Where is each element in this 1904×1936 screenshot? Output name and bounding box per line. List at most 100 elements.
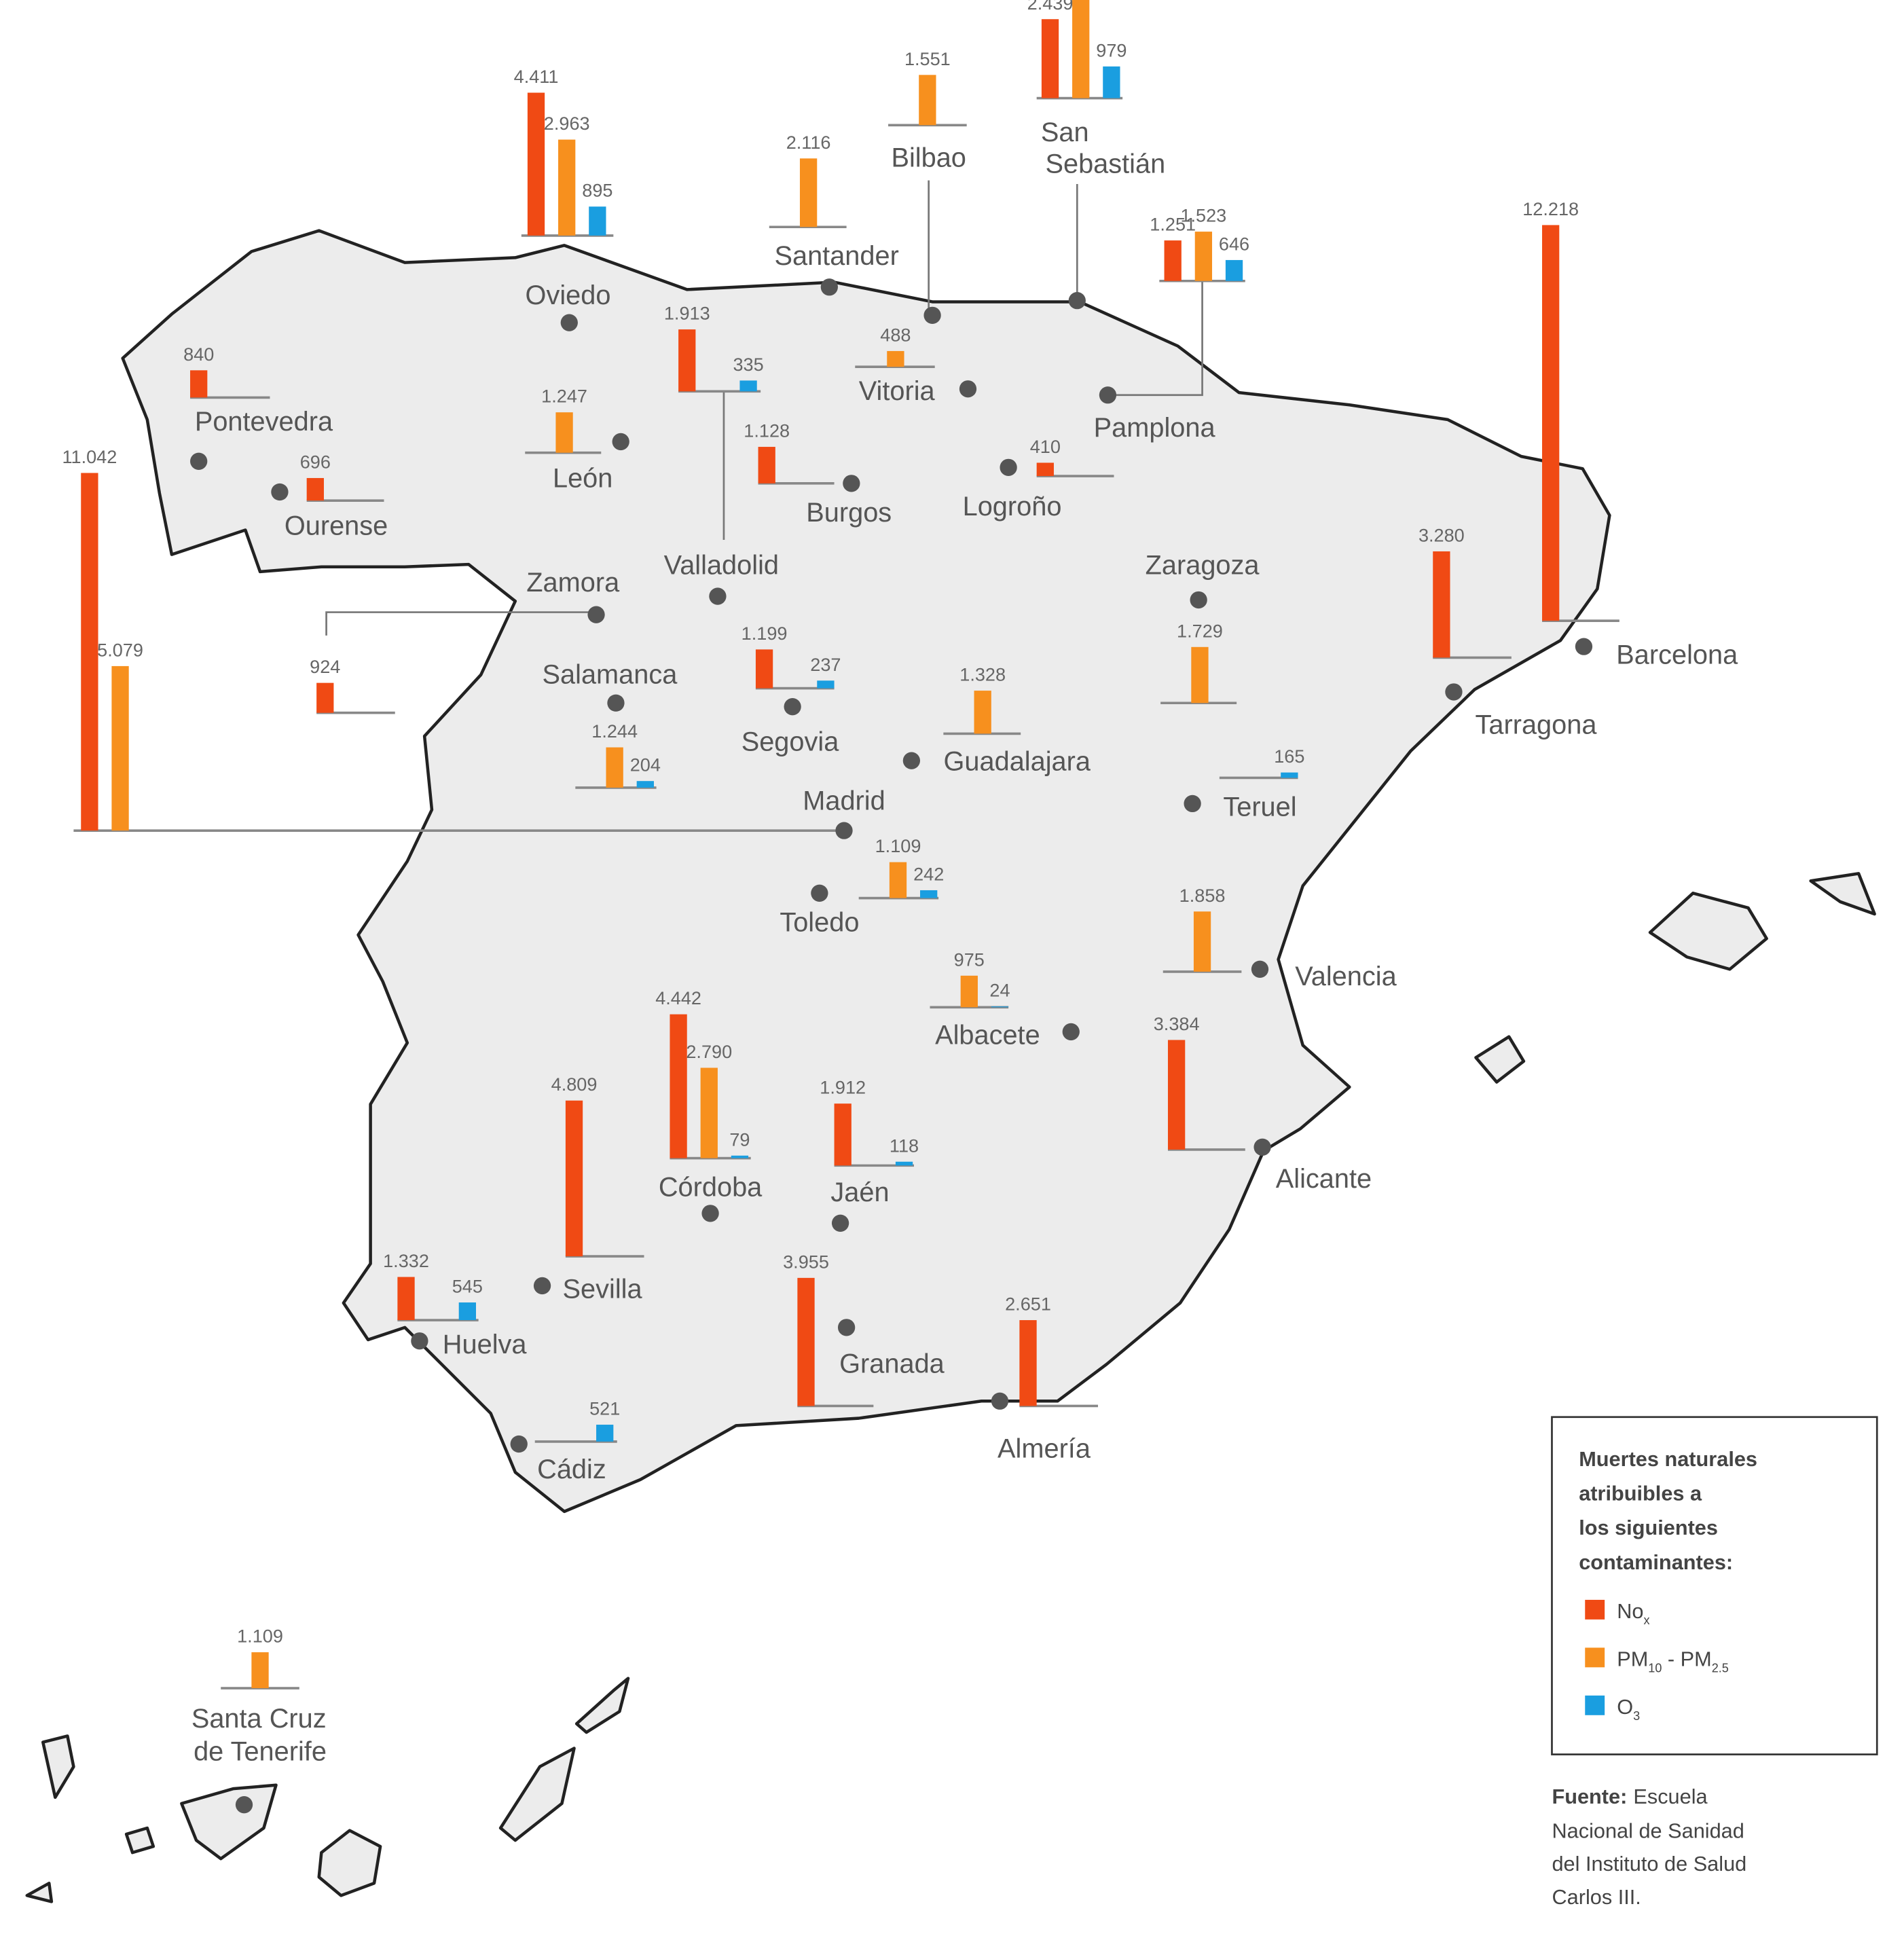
value-label: 1.913 [664, 303, 710, 324]
mallorca [1648, 892, 1768, 971]
city-dot [1099, 386, 1117, 404]
legend-subscript: 2.5 [1712, 1662, 1729, 1675]
value-label: 4.809 [551, 1074, 598, 1095]
city-name: Zamora [526, 568, 620, 598]
legend-label: Nox [1617, 1599, 1649, 1627]
gran-canaria [317, 1829, 382, 1897]
city-name: Pamplona [1094, 413, 1216, 443]
value-label: 646 [1219, 233, 1249, 254]
city-dot [1190, 591, 1207, 609]
city-dot [271, 483, 289, 501]
city-name: Jaén [830, 1177, 889, 1207]
value-label: 979 [1096, 39, 1127, 60]
city-name: Burgos [806, 498, 892, 528]
city-name: Valencia [1295, 962, 1397, 991]
city-dot [843, 475, 860, 492]
value-label: 1.251 [1150, 214, 1196, 235]
legend-text: PM [1617, 1647, 1648, 1671]
value-label: 4.411 [514, 66, 559, 87]
value-label: 3.280 [1418, 525, 1465, 546]
value-label: 5.079 [97, 639, 143, 660]
bar [799, 158, 818, 227]
city-dot [991, 1392, 1009, 1410]
city-dot [1184, 795, 1201, 813]
value-label: 975 [954, 949, 985, 970]
fuerteventura [498, 1747, 576, 1842]
legend-subscript: 10 [1648, 1662, 1662, 1675]
el-hierro [25, 1882, 54, 1903]
bar [81, 473, 98, 831]
city-name: Granada [839, 1349, 945, 1379]
value-label: 545 [452, 1276, 483, 1297]
city-name: Córdoba [659, 1173, 763, 1203]
value-label: 24 [989, 980, 1010, 1001]
value-label: 165 [1274, 746, 1304, 767]
city-name: Alicante [1276, 1164, 1372, 1194]
bar [758, 447, 775, 483]
city-name: Valladolid [664, 551, 779, 581]
value-label: 1.128 [744, 420, 790, 441]
value-label: 79 [729, 1129, 750, 1150]
bar [397, 1277, 415, 1321]
city-name: Teruel [1223, 792, 1296, 822]
bar [920, 890, 938, 898]
value-label: 1.247 [541, 386, 587, 407]
land [25, 229, 1876, 1903]
value-label: 1.244 [591, 720, 638, 742]
bar [991, 1006, 1009, 1008]
value-label: 12.218 [1522, 198, 1579, 219]
value-label: 1.109 [237, 1626, 283, 1647]
value-label: 237 [810, 654, 841, 675]
bar [527, 92, 545, 236]
bar [555, 412, 573, 453]
content: 4.411 2.963 895 Oviedo 2.116 Santander 1.551 Bi… [62, 0, 1757, 1909]
city-dot [784, 698, 801, 716]
bar [606, 747, 623, 788]
city-name: Toledo [780, 907, 859, 937]
bar [1072, 0, 1090, 98]
value-label: 4.442 [655, 987, 701, 1008]
city-dot [837, 1319, 856, 1336]
value-label: 242 [913, 864, 944, 885]
city-dot [411, 1332, 428, 1350]
bar [731, 1155, 749, 1158]
bar [895, 1161, 913, 1166]
bar [670, 1014, 687, 1158]
city-dot [607, 694, 625, 712]
legend-subscript: 3 [1633, 1709, 1640, 1723]
city-name: Sevilla [563, 1275, 643, 1304]
legend-subscript: x [1643, 1613, 1649, 1627]
value-label: 410 [1030, 436, 1061, 457]
city-dot [923, 306, 941, 324]
bar [251, 1652, 269, 1689]
value-label: 335 [733, 354, 763, 375]
peninsula [121, 229, 1611, 1514]
leader-line [1107, 280, 1203, 397]
value-label: 204 [630, 754, 661, 775]
city-dot [1062, 1023, 1080, 1041]
value-label: 2.963 [544, 113, 590, 134]
bar [739, 380, 757, 392]
bar [919, 75, 936, 126]
city-dot [190, 452, 208, 470]
city-dot [959, 380, 977, 398]
city-dot [835, 822, 853, 839]
city-name: San [1041, 117, 1089, 147]
city-name: Albacete [935, 1021, 1040, 1051]
source-text: Escuela [1633, 1785, 1708, 1808]
bar [1433, 551, 1450, 658]
city-dot [235, 1796, 253, 1814]
bar [1167, 1040, 1186, 1150]
city-name: Santander [774, 241, 898, 271]
bar [1542, 225, 1560, 621]
city-name: Vitoria [859, 376, 936, 406]
legend-title: contaminantes: [1579, 1550, 1733, 1574]
legend-title: atribuibles a [1579, 1482, 1702, 1505]
city-dot [1445, 683, 1463, 701]
city-dot [1068, 292, 1086, 310]
value-label: 488 [880, 324, 911, 345]
source-text: Carlos III. [1552, 1885, 1641, 1909]
bar [887, 350, 904, 367]
city-dot [902, 752, 921, 769]
lanzarote [574, 1677, 630, 1734]
